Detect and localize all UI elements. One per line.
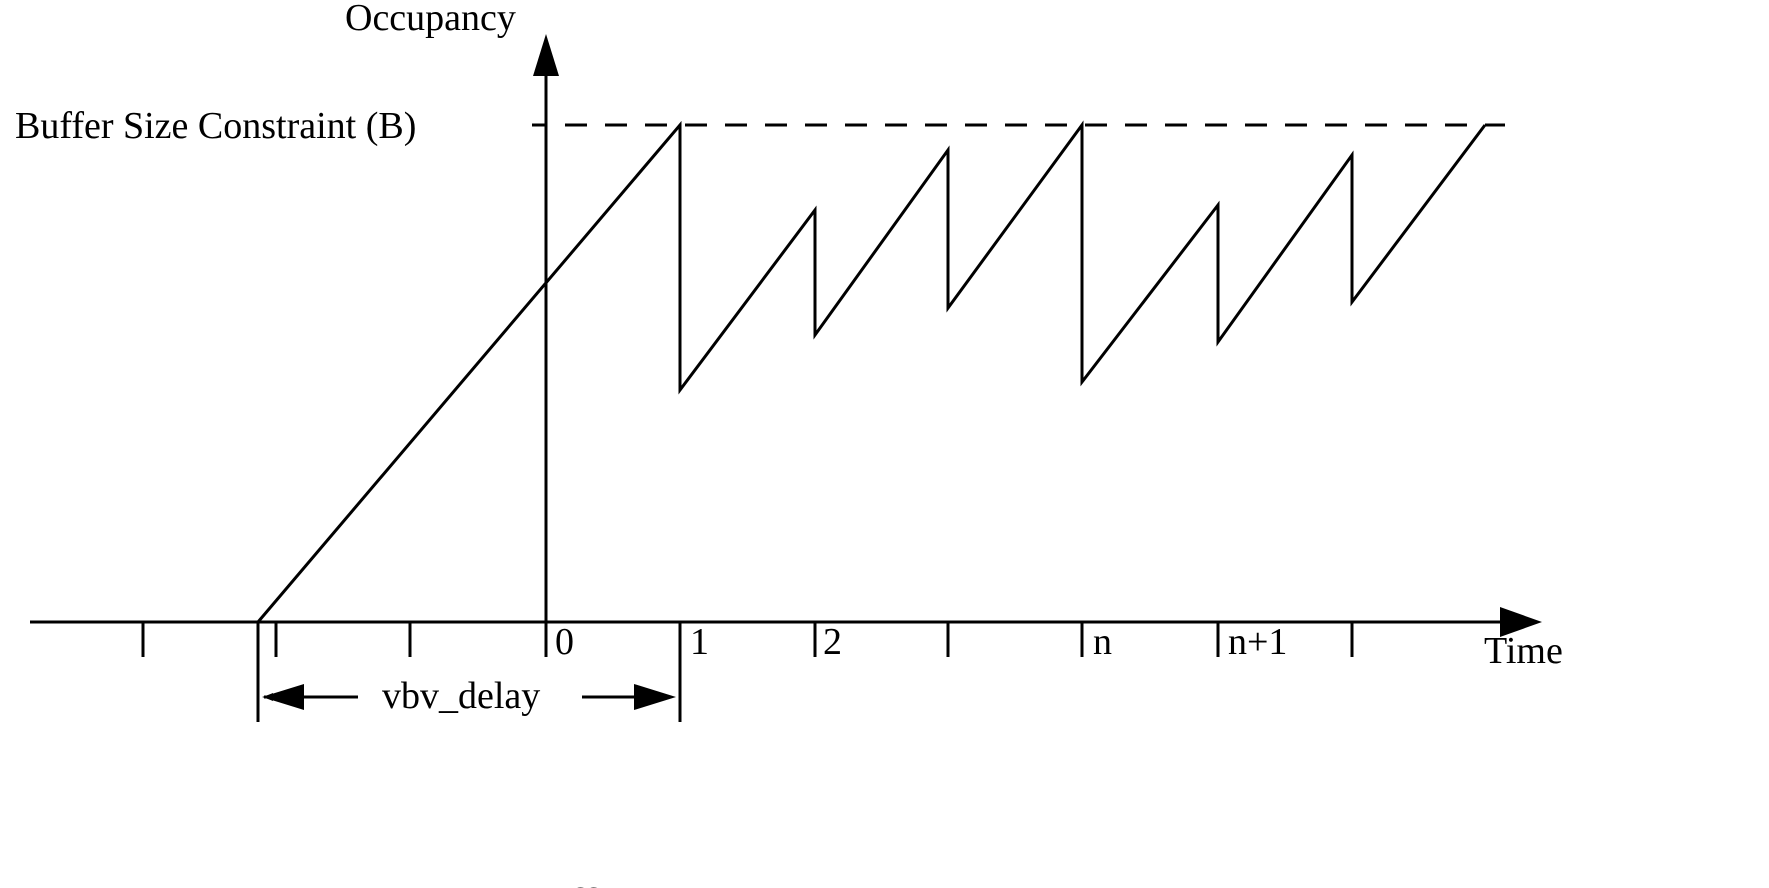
figure-caption: Figure 2.2: VBV Buffer Occupancy with Co…: [232, 880, 1235, 888]
x-axis-arrowhead: [1500, 607, 1542, 637]
vbv-delay-label: vbv_delay: [382, 675, 540, 717]
tick-label-n: n: [1093, 621, 1112, 663]
tick-label-0: 0: [555, 621, 574, 663]
occupancy-curve: [256, 120, 1487, 623]
y-axis-label: Occupancy: [345, 0, 516, 39]
tick-label-2: 2: [823, 621, 842, 663]
vbv-delay-left-arrowhead: [262, 684, 304, 710]
x-axis-ticks: [141, 622, 1354, 722]
buffer-size-label: Buffer Size Constraint (B): [15, 105, 416, 147]
tick-label-1: 1: [690, 621, 709, 663]
tick-label-n-plus-1: n+1: [1228, 621, 1287, 663]
x-axis-label: Time: [1484, 630, 1563, 672]
y-axis-arrowhead: [533, 34, 559, 76]
vbv-delay-right-arrowhead: [634, 684, 676, 710]
